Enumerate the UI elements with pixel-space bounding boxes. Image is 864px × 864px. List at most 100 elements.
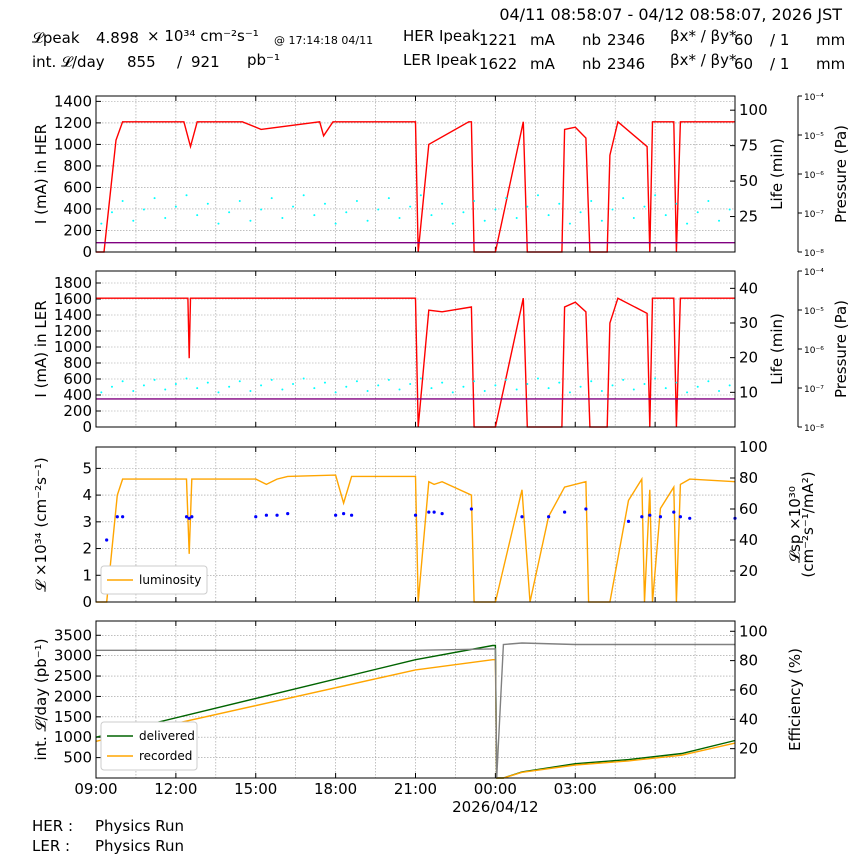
y-tick-label: 1400 — [54, 306, 92, 324]
legend-box — [100, 721, 198, 771]
specific-lumi-point — [334, 513, 338, 517]
life-point — [707, 199, 710, 202]
time-range: 04/11 08:58:07 - 04/12 08:58:07, 2026 JS… — [499, 5, 842, 24]
life-point — [728, 208, 731, 211]
plot-frame — [95, 270, 736, 428]
y-tick-label: 800 — [63, 157, 92, 175]
specific-lumi-point — [658, 515, 663, 519]
y-tick-label: 400 — [63, 200, 92, 218]
life-point — [142, 208, 145, 211]
life-point — [600, 219, 603, 222]
pressure-tick-label: 10⁻⁵ — [804, 132, 824, 142]
life-point — [270, 378, 273, 381]
y-tick-label: 0 — [82, 418, 92, 436]
life-point — [643, 383, 646, 386]
life-point — [568, 391, 571, 394]
life-point — [398, 388, 401, 391]
pressure-tick-label: 10⁻⁷ — [804, 385, 824, 395]
life-point — [664, 387, 667, 390]
life-point — [441, 381, 444, 384]
life-point — [100, 222, 103, 225]
life-point — [579, 211, 582, 214]
y-right-tick-label: 30 — [739, 314, 758, 332]
y-right-tick-label: 60 — [739, 681, 758, 699]
series-line-I_her — [96, 120, 735, 253]
life-point — [409, 205, 412, 208]
legend-label: delivered — [139, 729, 195, 743]
lpeak-unit: × 10³⁴ cm⁻²s⁻¹ — [147, 27, 259, 45]
life-point — [206, 202, 209, 205]
life-point — [153, 197, 156, 200]
ler-beta-y: / 1 — [770, 55, 790, 73]
specific-lumi-point — [469, 507, 474, 511]
y-tick-label: 200 — [63, 402, 92, 420]
y-right-tick-label: 75 — [739, 137, 758, 155]
specific-lumi-point — [440, 512, 444, 516]
life-point — [558, 381, 561, 384]
life-point — [387, 378, 390, 381]
x-tick-label: 21:00 — [394, 780, 437, 798]
specific-lumi-point — [563, 510, 567, 514]
y-tick-label: 600 — [63, 178, 92, 196]
specific-lumi-point — [342, 512, 346, 516]
pressure-tick-label: 10⁻⁵ — [804, 307, 824, 317]
life-point — [451, 222, 454, 225]
plot-frame — [95, 620, 736, 779]
pressure-axis-label: Pressure (Pa) — [832, 300, 850, 398]
life-point — [302, 194, 305, 197]
ler-state-label: LER : — [32, 837, 71, 855]
life-point — [696, 211, 699, 214]
pressure-tick-label: 10⁻⁸ — [804, 249, 824, 259]
specific-lumi-point — [275, 513, 279, 517]
life-point — [121, 199, 124, 202]
life-point — [110, 211, 113, 214]
series-line-efficiency — [96, 642, 735, 779]
y-right-tick-label: 60 — [739, 500, 758, 518]
pressure-axis-label: Pressure (Pa) — [832, 125, 850, 223]
y-tick-label: 2 — [82, 540, 92, 558]
pressure-tick-label: 10⁻⁴ — [804, 268, 824, 278]
x-tick-label: 09:00 — [74, 780, 117, 798]
pressure-tick-label: 10⁻⁶ — [804, 171, 824, 181]
life-point — [505, 197, 508, 200]
life-point — [238, 199, 241, 202]
pressure-tick-label: 10⁻⁸ — [804, 424, 824, 434]
intl-recorded: 921 — [191, 53, 220, 71]
her-value: 1221 — [479, 31, 518, 49]
ler-nb: 2346 — [607, 55, 646, 73]
life-point — [345, 211, 348, 214]
x-date-label: 2026/04/12 — [452, 798, 538, 816]
y-right-axis-label: Efficiency (%) — [786, 648, 804, 751]
life-point — [355, 199, 358, 202]
x-tick-label: 18:00 — [314, 780, 357, 798]
y-tick-label: 3500 — [54, 626, 92, 644]
life-point — [334, 222, 337, 225]
her-beta-x: 60 — [734, 31, 754, 49]
her-nb-label: nb — [582, 31, 602, 49]
specific-lumi-point — [413, 513, 418, 517]
specific-lumi-point — [264, 513, 268, 517]
y-right-tick-label: 40 — [739, 531, 758, 549]
y-axis-label: 𝓛 ×10³⁴ (cm⁻²s⁻¹) — [32, 457, 50, 591]
x-tick-label: 12:00 — [154, 780, 197, 798]
life-point — [473, 199, 476, 202]
life-point — [217, 391, 220, 394]
lpeak-time: @ 17:14:18 04/11 — [274, 34, 374, 47]
pressure-tick-label: 10⁻⁴ — [804, 93, 824, 103]
y-tick-label: 1800 — [54, 274, 92, 292]
specific-lumi-point — [350, 513, 354, 517]
ler-state: Physics Run — [95, 837, 185, 855]
life-point — [334, 391, 337, 394]
life-point — [185, 194, 188, 197]
her-state-label: HER : — [32, 817, 74, 835]
intl-delivered: 855 — [127, 53, 156, 71]
life-point — [281, 388, 284, 391]
specific-lumi-point — [432, 510, 436, 514]
y-right-tick-label: 20 — [739, 740, 758, 758]
plot-frame — [95, 446, 736, 603]
life-point — [217, 222, 220, 225]
life-point — [654, 377, 657, 380]
specific-lumi-point — [520, 515, 524, 519]
life-point — [153, 378, 156, 381]
y-tick-label: 1600 — [54, 290, 92, 308]
